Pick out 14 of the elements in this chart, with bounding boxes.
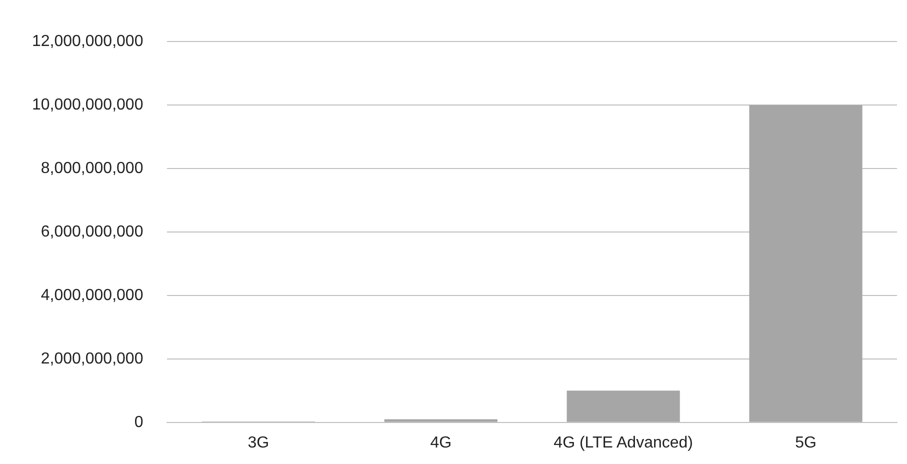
bar — [384, 419, 498, 422]
x-tick-label: 4G — [430, 434, 452, 452]
x-tick-label: 3G — [248, 434, 270, 452]
x-tick-label: 4G (LTE Advanced) — [554, 434, 693, 452]
y-tick-label: 8,000,000,000 — [40, 160, 144, 177]
y-tick-label: 10,000,000,000 — [32, 96, 144, 114]
bar — [749, 105, 862, 422]
y-tick-label: 0 — [134, 414, 144, 431]
y-tick-label: 6,000,000,000 — [40, 223, 144, 240]
bar — [566, 390, 680, 422]
y-tick-label: 12,000,000,000 — [32, 33, 144, 50]
y-tick-label: 2,000,000,000 — [40, 350, 144, 368]
x-tick-label: 5G — [795, 434, 816, 452]
y-tick-label: 4,000,000,000 — [40, 286, 144, 304]
